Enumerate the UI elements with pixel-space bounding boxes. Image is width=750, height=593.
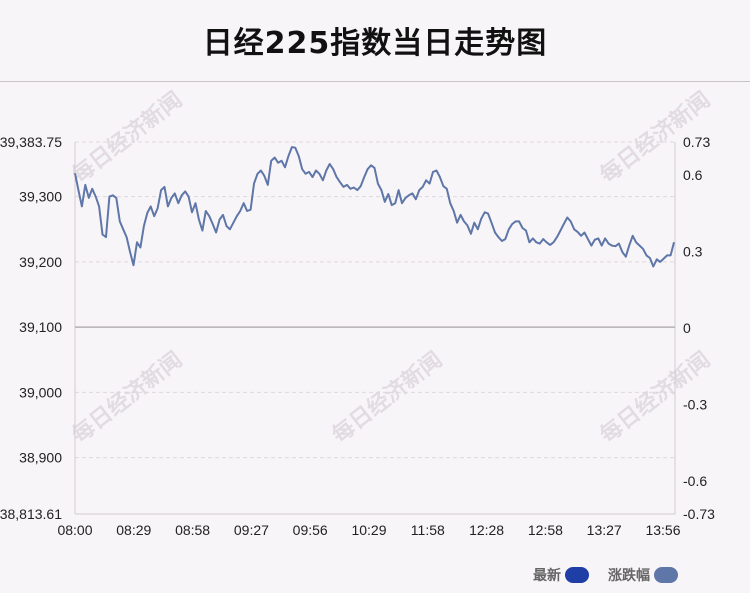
y-left-tick-4: 39,000 — [19, 384, 62, 400]
y-left-tick-2: 39,200 — [19, 254, 62, 270]
series-line — [74, 146, 675, 268]
x-tick-9: 13:27 — [587, 522, 622, 538]
legend-change-label: 涨跌幅 — [608, 568, 650, 584]
x-tick-7: 12:28 — [469, 522, 504, 538]
y-left-tick-0: 39,383.75 — [0, 134, 62, 150]
y-right-tick-5: -0.6 — [683, 473, 707, 489]
x-tick-6: 11:58 — [411, 522, 445, 538]
x-tick-0: 08:00 — [57, 522, 92, 538]
x-tick-10: 13:56 — [645, 522, 680, 538]
y-right-tick-3: 0 — [683, 320, 691, 336]
y-left-tick-5: 38,900 — [19, 450, 62, 466]
header-divider — [0, 81, 750, 82]
y-left-tick-3: 39,100 — [19, 319, 62, 335]
legend-latest: 最新 — [533, 565, 589, 585]
x-tick-2: 08:58 — [175, 522, 210, 538]
chart-title: 日经225指数当日走势图 — [202, 26, 548, 61]
x-tick-3: 09:27 — [234, 522, 269, 538]
legend-change: 涨跌幅 — [608, 565, 678, 585]
y-left-tick-6: 38,813.61 — [0, 506, 62, 522]
y-right-tick-4: -0.3 — [683, 396, 707, 412]
x-tick-5: 10:29 — [351, 522, 386, 538]
y-right-tick-1: 0.6 — [683, 167, 703, 183]
x-tick-4: 09:56 — [293, 522, 328, 538]
y-right-tick-6: -0.73 — [683, 506, 715, 522]
legend-latest-swatch — [565, 567, 589, 583]
y-left-tick-1: 39,300 — [19, 189, 62, 205]
x-tick-8: 12:58 — [528, 522, 563, 538]
x-tick-1: 08:29 — [116, 522, 151, 538]
y-right-tick-2: 0.3 — [683, 244, 703, 260]
legend-change-swatch — [654, 567, 678, 583]
legend-latest-label: 最新 — [533, 568, 561, 584]
y-right-tick-0: 0.73 — [683, 134, 710, 150]
